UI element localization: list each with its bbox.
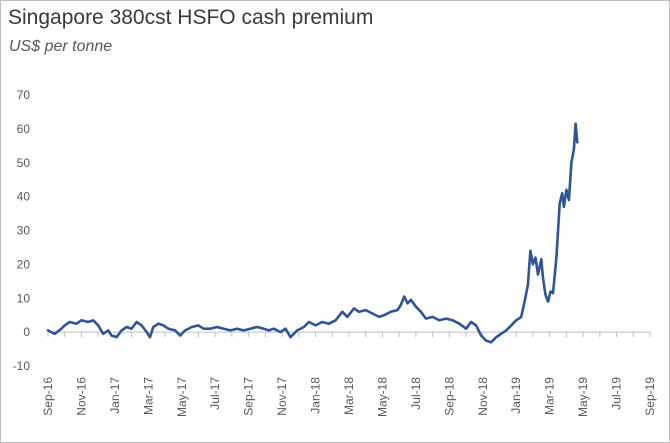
x-tick-label: May-17 <box>175 377 189 417</box>
chart-title: Singapore 380cst HSFO cash premium <box>8 6 374 29</box>
series-line <box>46 122 579 344</box>
y-tick-label: 50 <box>17 156 31 170</box>
x-tick-label: Jan-19 <box>509 377 523 414</box>
chart-subtitle: US$ per tonne <box>9 38 113 55</box>
x-tick-label: Jul-17 <box>208 377 222 410</box>
x-tick-label: Nov-17 <box>275 377 289 416</box>
x-tick-label: Mar-17 <box>141 377 155 415</box>
y-tick-label: -10 <box>13 359 31 373</box>
y-tick-label: 10 <box>17 291 31 305</box>
x-tick-label: May-19 <box>576 377 590 417</box>
x-tick-label: Sep-17 <box>242 377 256 416</box>
series-group <box>46 122 579 344</box>
x-tick-label: Jan-17 <box>108 377 122 414</box>
x-tick-label: Nov-18 <box>476 377 490 416</box>
y-tick-label: 30 <box>17 224 31 238</box>
y-tick-label: 70 <box>17 88 31 102</box>
y-axis: -10 0 10 20 30 40 50 60 70 <box>13 88 31 373</box>
x-tick-label: Sep-16 <box>41 377 55 416</box>
x-tick-label: Sep-19 <box>643 377 657 416</box>
x-tick-label: Jul-19 <box>610 377 624 410</box>
x-axis: Sep-16 Nov-16 Jan-17 Mar-17 May-17 Jul-17 Sep-… <box>41 331 657 417</box>
x-tick-label: Mar-19 <box>543 377 557 415</box>
x-tick-label: Mar-18 <box>342 377 356 415</box>
y-tick-label: 0 <box>23 325 30 339</box>
x-tick-label: Jul-18 <box>409 377 423 410</box>
x-tick-label: Sep-18 <box>442 377 456 416</box>
y-tick-label: 40 <box>17 190 31 204</box>
x-tick-label: May-18 <box>375 377 389 417</box>
x-tick-label: Jan-18 <box>309 377 323 414</box>
y-tick-label: 20 <box>17 257 31 271</box>
y-tick-label: 60 <box>17 122 31 136</box>
x-tick-label: Nov-16 <box>74 377 88 416</box>
